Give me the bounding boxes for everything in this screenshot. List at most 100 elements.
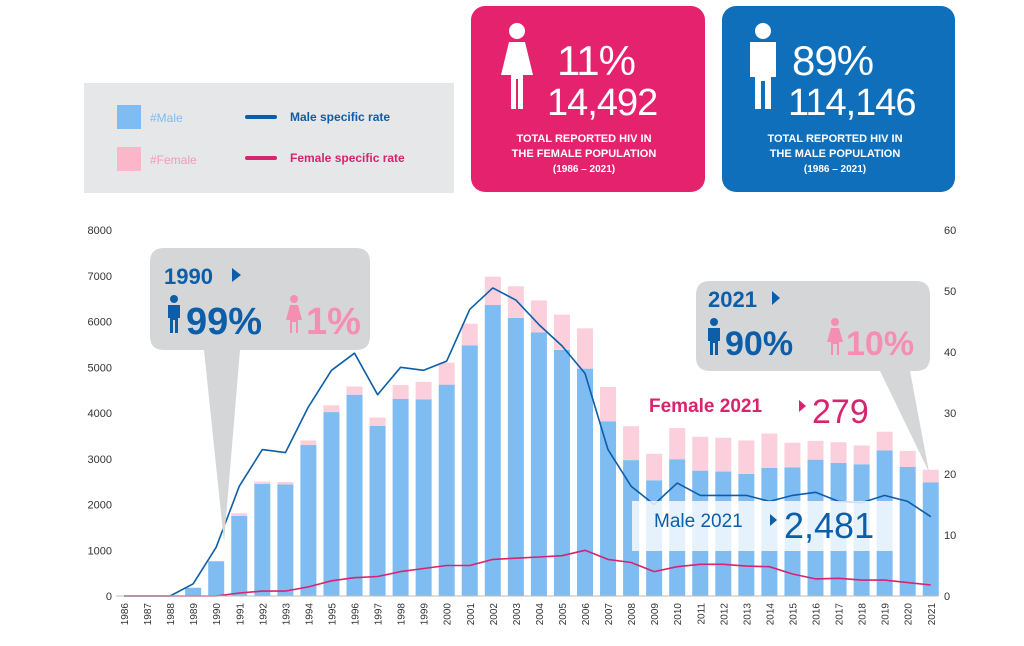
x-tick-1986: 1986 — [120, 603, 131, 626]
y-left-tick-4000: 4000 — [88, 408, 112, 420]
legend-female-rate-label: Female specific rate — [290, 151, 405, 165]
x-tick-2007: 2007 — [604, 603, 615, 626]
callout-1990-male-pct: 99% — [186, 301, 262, 343]
x-tick-2013: 2013 — [742, 603, 753, 626]
callout-1990-female-icon — [286, 295, 302, 333]
bar-male-1993 — [277, 484, 294, 596]
x-tick-2011: 2011 — [696, 603, 707, 625]
bar-male-2000 — [438, 384, 455, 596]
x-tick-2012: 2012 — [719, 603, 730, 626]
bar-male-1998 — [392, 398, 409, 596]
x-tick-2009: 2009 — [650, 603, 661, 626]
male-2021-text: Male 2021 — [654, 511, 743, 532]
x-tick-2021: 2021 — [927, 603, 938, 626]
y-right-tick-40: 40 — [944, 347, 956, 359]
x-tick-2008: 2008 — [627, 603, 638, 626]
bar-male-1996 — [346, 394, 363, 596]
bar-male-2021 — [922, 482, 939, 596]
bar-female-1993 — [277, 482, 294, 485]
chart-legend: #Male Male specific rate #Female Female … — [84, 83, 454, 193]
y-right-tick-50: 50 — [944, 286, 956, 298]
bar-female-1994 — [300, 440, 317, 446]
bar-female-2004 — [530, 300, 547, 333]
bar-female-1991 — [231, 513, 248, 516]
callout-2021: 2021 90% 10% — [696, 281, 930, 472]
line-male-rate — [124, 287, 932, 597]
x-tick-2017: 2017 — [835, 603, 846, 626]
x-axis: 1986 1987 1988 1989 1990 1991 1992 1993 1994 1995… — [116, 595, 939, 626]
legend-male-bar-label: #Male — [150, 111, 183, 125]
bar-male-2004 — [530, 332, 547, 596]
y-right-tick-20: 20 — [944, 469, 956, 481]
x-tick-2003: 2003 — [512, 603, 523, 626]
callout-1990-male-icon — [168, 295, 180, 333]
bar-female-1997 — [369, 417, 386, 426]
male-percent: 89% — [792, 37, 874, 84]
x-tick-1992: 1992 — [258, 603, 269, 626]
female-figure-icon — [501, 23, 533, 109]
callout-1990-arrow-icon — [232, 268, 241, 282]
x-tick-2018: 2018 — [858, 603, 869, 626]
x-tick-2019: 2019 — [881, 603, 892, 626]
male-total-card: 89% 114,146 TOTAL REPORTED HIV IN THE MA… — [722, 6, 955, 192]
x-tick-2015: 2015 — [788, 603, 799, 626]
bar-male-1999 — [415, 399, 432, 596]
bar-male-1992 — [254, 483, 271, 596]
bar-female-2019 — [876, 431, 893, 451]
male-count: 114,146 — [788, 82, 917, 124]
x-tick-1994: 1994 — [304, 603, 315, 626]
bar-female-1998 — [392, 385, 409, 399]
bar-female-2011 — [692, 436, 709, 471]
callout-2021-female-icon — [827, 318, 843, 355]
bar-female-1995 — [323, 405, 340, 413]
legend-male-bar-swatch — [117, 105, 141, 129]
x-tick-2000: 2000 — [443, 603, 454, 626]
y-right-tick-60: 60 — [944, 225, 956, 237]
bar-female-2016 — [807, 440, 824, 460]
bar-female-2001 — [461, 323, 478, 346]
callout-2021-year: 2021 — [708, 287, 757, 312]
female-total-card: 11% 14,492 TOTAL REPORTED HIV IN THE FEM… — [471, 6, 705, 192]
x-tick-2005: 2005 — [558, 603, 569, 626]
bar-female-2021 — [922, 469, 939, 483]
female-2021-label: Female 2021 279 — [649, 393, 869, 431]
x-tick-1996: 1996 — [351, 603, 362, 626]
y-axis-left: 0 1000 2000 3000 4000 5000 6000 7000 8000 — [88, 225, 112, 603]
x-tick-1998: 1998 — [397, 603, 408, 626]
bar-male-2007 — [600, 421, 617, 596]
bar-female-2003 — [507, 286, 524, 318]
female-2021-arrow-icon — [799, 400, 806, 412]
x-tick-2020: 2020 — [904, 603, 915, 626]
y-left-tick-8000: 8000 — [88, 225, 112, 237]
bar-female-2010 — [669, 428, 686, 460]
y-left-tick-6000: 6000 — [88, 317, 112, 329]
legend-female-bar-swatch — [117, 147, 141, 171]
x-tick-1988: 1988 — [166, 603, 177, 626]
x-tick-1991: 1991 — [235, 603, 246, 626]
bar-female-2002 — [484, 276, 501, 306]
bar-female-1992 — [254, 481, 271, 484]
bar-female-2014 — [761, 433, 778, 468]
legend-female-bar-label: #Female — [150, 153, 197, 167]
y-right-tick-30: 30 — [944, 408, 956, 420]
female-2021-text: Female 2021 — [649, 396, 762, 417]
bar-female-2017 — [830, 442, 847, 463]
callout-1990: 1990 99% 1% — [150, 248, 370, 542]
bar-male-2001 — [461, 345, 478, 596]
y-left-tick-5000: 5000 — [88, 362, 112, 374]
x-tick-1993: 1993 — [281, 603, 292, 626]
x-tick-1999: 1999 — [420, 603, 431, 626]
x-tick-2004: 2004 — [535, 603, 546, 626]
x-tick-1995: 1995 — [327, 603, 338, 626]
bar-female-2012 — [715, 437, 732, 472]
bar-female-2006 — [577, 328, 593, 369]
x-tick-2006: 2006 — [581, 603, 592, 626]
bar-male-1997 — [369, 425, 386, 596]
male-caption: TOTAL REPORTED HIV IN THE MALE POPULATIO… — [767, 133, 903, 160]
bar-male-1989 — [185, 587, 202, 596]
x-tick-2001: 2001 — [466, 603, 477, 626]
bar-female-2007 — [600, 386, 617, 422]
x-tick-2016: 2016 — [812, 603, 823, 626]
bar-female-2008 — [623, 426, 640, 461]
